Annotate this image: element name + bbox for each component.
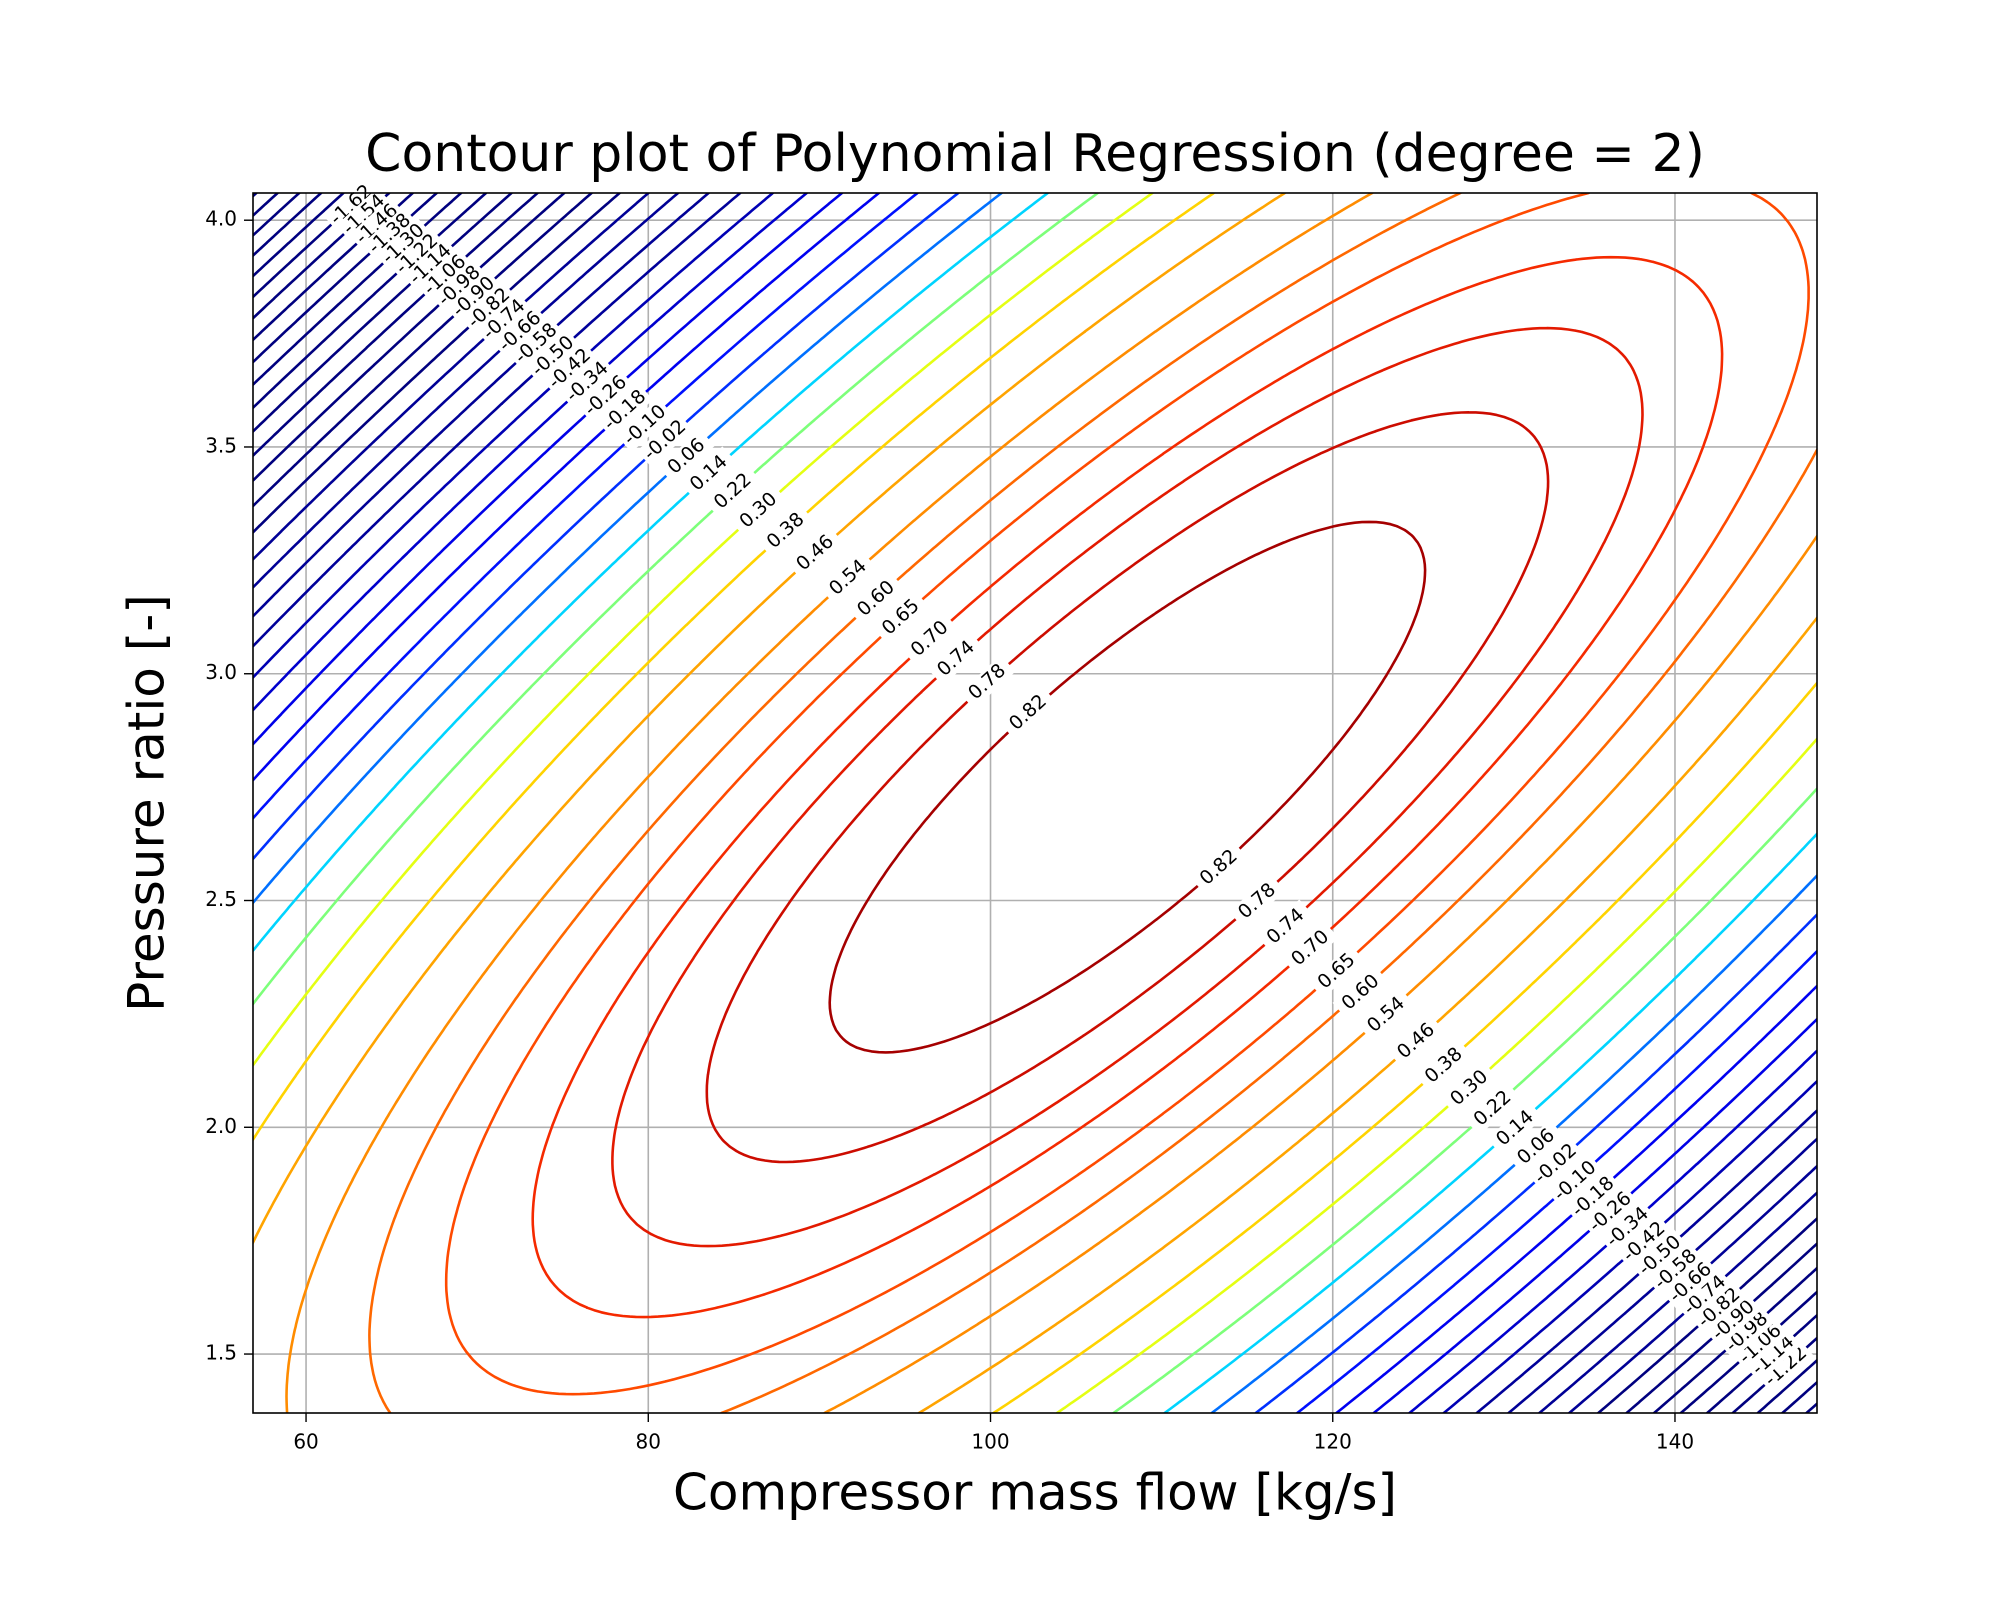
contour-label-bg [1332, 965, 1389, 1020]
contour-label-bg [336, 187, 393, 242]
contour-label-bg [1507, 1119, 1565, 1174]
contour-label-bg [928, 631, 985, 686]
contour-label-bg [492, 304, 549, 359]
contour-line [253, 193, 323, 257]
y-tick-label: 3.0 [205, 660, 237, 684]
contour-label-bg [431, 259, 488, 314]
y-tick-label: 1.5 [205, 1341, 237, 1365]
contour-label-bg [1308, 944, 1365, 999]
contour-label-bg [616, 398, 674, 453]
chart-title: Contour plot of Polynomial Regression (d… [365, 124, 1705, 184]
y-axis-label: Pressure ratio [-] [118, 594, 176, 1012]
contour-label-bg [1599, 1200, 1656, 1255]
contour-label-bg [476, 292, 533, 347]
contour-label-bg [596, 383, 654, 438]
x-tick-label: 140 [1656, 1430, 1694, 1454]
plot-frame [252, 192, 1818, 1414]
contour-label-bg [1464, 1081, 1521, 1136]
contour-label-bg [388, 227, 446, 282]
contour-label-bg [1647, 1242, 1704, 1297]
contour-label-bg [460, 281, 518, 336]
contour-label-bg [361, 206, 418, 261]
y-tick-label: 2.5 [205, 887, 237, 911]
contour-label-bg [445, 269, 502, 324]
contour-label-bg [1527, 1137, 1584, 1191]
contour-label-bg [1705, 1293, 1762, 1348]
contour-label-bg [1564, 1170, 1622, 1224]
contour-label-bg [848, 571, 905, 626]
contour-label-bg [348, 197, 406, 252]
contour-label-bg [1744, 1328, 1802, 1383]
contour-label-bg [1662, 1255, 1719, 1310]
contour-label-bg [541, 341, 598, 396]
contour-label-bg [1228, 874, 1286, 929]
contour-label-bg [1387, 1014, 1445, 1069]
contour-label-bg [1718, 1305, 1776, 1360]
contour-label-bg [1615, 1215, 1673, 1269]
x-tick-label: 80 [636, 1430, 661, 1454]
contour-line [285, 193, 1817, 1413]
y-tick-label: 3.5 [205, 433, 237, 457]
contour-line [444, 193, 1810, 1396]
contour-label-bg [1757, 1339, 1815, 1394]
contour-label-bg [577, 368, 634, 423]
contour-label-bg [375, 217, 432, 272]
contour-label-bg [757, 503, 814, 558]
contour-label-bg [1000, 685, 1057, 740]
contour-label-bg [636, 413, 694, 468]
x-tick-label: 120 [1314, 1430, 1352, 1454]
contour-label-bg [416, 248, 474, 303]
contour-line [368, 193, 1817, 1413]
x-axis-label: Compressor mass flow [kg/s] [673, 1464, 1397, 1522]
contour-label-bg [820, 550, 877, 605]
contour-label-bg [1282, 921, 1339, 976]
contours [253, 193, 1817, 1413]
contour-label-bg [787, 526, 844, 581]
contour-label-bg [1732, 1317, 1789, 1372]
contour-label-bg [1357, 987, 1415, 1042]
contour-label-bg [559, 355, 616, 410]
contour-label-bg [1546, 1154, 1604, 1208]
contour-label-bg [508, 316, 565, 371]
contour-label-bg [1676, 1268, 1734, 1323]
contour-label-bg [1257, 899, 1314, 954]
contour-label-bg [1190, 840, 1248, 895]
contour-label-bg [1582, 1185, 1639, 1240]
contour-label-bg [524, 329, 582, 384]
contour-label-bg [1690, 1281, 1748, 1335]
x-tick-label: 100 [971, 1430, 1009, 1454]
contour-label-bg [730, 483, 787, 538]
contour-line [253, 193, 301, 237]
ticks: 60 80 100 120 140 1.5 2.0 2.5 3.0 3.5 4.0 [205, 207, 1694, 1454]
contour-line [253, 193, 279, 217]
contour-line [253, 193, 345, 278]
contour-line [531, 255, 1724, 1319]
y-tick-label: 4.0 [205, 207, 237, 231]
contour-label-bg [901, 611, 958, 666]
contour-label-bg [704, 464, 762, 519]
contour-label-bg [680, 446, 738, 501]
contour-label-bg [1631, 1228, 1689, 1283]
contour-label-bg [1486, 1101, 1544, 1156]
contour-label-bg [323, 178, 380, 233]
contour-label-bg [959, 655, 1016, 710]
y-tick-label: 2.0 [205, 1114, 237, 1138]
contour-label-bg [1415, 1038, 1473, 1093]
contour-label-bg [658, 429, 715, 484]
contour-label-bg [1441, 1061, 1498, 1115]
contour-line [611, 326, 1644, 1248]
x-tick-label: 60 [293, 1430, 318, 1454]
contour-line [705, 411, 1550, 1164]
contour-line [828, 520, 1427, 1054]
contour-label-bg [402, 237, 459, 292]
contour-label-bg [872, 590, 930, 645]
contour-labels: -1.62-1.54-1.46-1.38-1.30-1.22-1.22-1.14… [323, 178, 1815, 1394]
